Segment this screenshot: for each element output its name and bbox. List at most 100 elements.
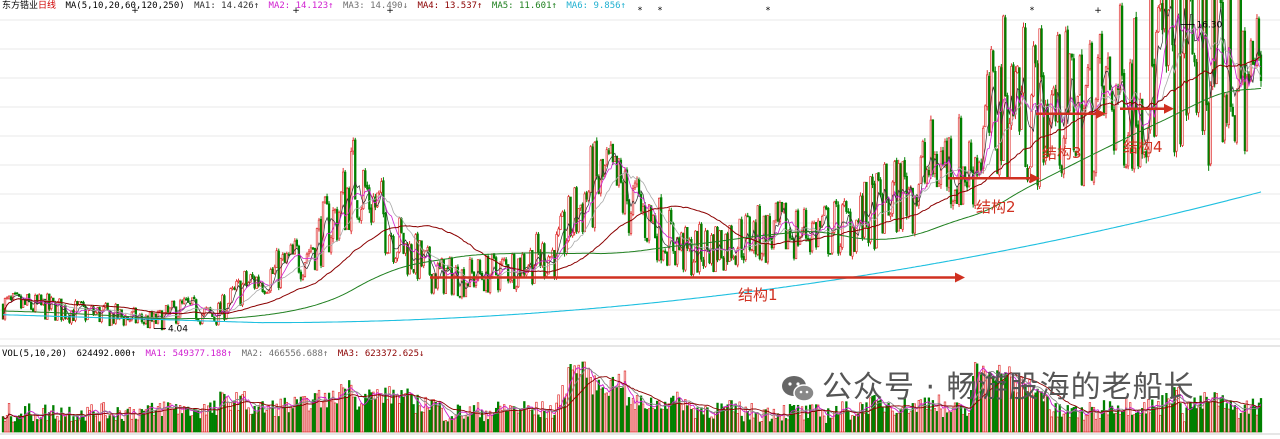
candle-body <box>873 183 876 250</box>
volume-bar <box>853 415 856 433</box>
volume-bar <box>951 407 955 433</box>
volume-bar <box>372 391 375 433</box>
volume-bar <box>54 418 57 433</box>
volume-bar <box>619 388 623 433</box>
volume-bar <box>313 393 317 433</box>
candle-body <box>229 288 232 304</box>
candle-body <box>1129 62 1132 136</box>
candle-body <box>148 311 152 328</box>
volume-bar <box>321 401 325 433</box>
volume-bar <box>80 410 83 433</box>
volume-bar <box>871 395 874 433</box>
candle-body <box>394 258 397 263</box>
volume-bar <box>140 409 144 433</box>
candle-body <box>561 211 564 217</box>
volume-bar <box>1086 414 1090 433</box>
candle-body <box>893 161 896 183</box>
candle-body <box>1098 34 1102 59</box>
ma2-value: MA2: 14.123↑ <box>268 1 334 11</box>
candle-body <box>1171 0 1174 46</box>
candle-body <box>806 238 810 240</box>
volume-bar <box>325 407 329 433</box>
volume-bar <box>1255 414 1259 433</box>
volume-bar <box>730 400 733 433</box>
volume-bar <box>692 408 695 433</box>
volume-bar <box>392 389 395 433</box>
volume-bar <box>456 404 460 433</box>
vol-ma2: MA2: 466556.688↑ <box>241 349 329 359</box>
volume-bar <box>362 404 365 433</box>
volume-bar <box>770 418 774 433</box>
volume-bar <box>603 393 606 433</box>
candle-body <box>189 302 192 305</box>
volume-bar <box>1167 398 1170 433</box>
volume-bar <box>229 409 232 433</box>
candle-body <box>1161 2 1164 31</box>
candle-body <box>1231 106 1234 117</box>
volume-bar <box>819 416 822 433</box>
volume-bar <box>3 420 7 433</box>
candle-body <box>364 170 367 187</box>
candle-body <box>1012 64 1015 117</box>
candle-body <box>577 208 580 233</box>
ma1-line <box>2 5 1262 322</box>
volume-bar <box>180 413 184 433</box>
candle-body <box>317 219 321 230</box>
candle-body <box>46 293 49 320</box>
volume-bar <box>295 399 299 433</box>
candle-body <box>1245 75 1249 152</box>
volume-bar <box>517 412 520 433</box>
volume-bar <box>662 409 665 433</box>
candle-body <box>1046 103 1049 157</box>
volume-bar <box>261 401 264 433</box>
volume-header: VOL(5,10,20) 624492.000↑ MA1: 549377.188… <box>2 348 428 360</box>
candle-body <box>716 226 719 261</box>
candle-body <box>420 240 423 267</box>
candle-body <box>559 215 562 230</box>
volume-bar <box>287 412 290 433</box>
candle-body <box>517 258 520 288</box>
candle-body <box>90 305 93 310</box>
volume-bar <box>539 417 542 433</box>
volume-bar <box>374 398 377 433</box>
volume-bar <box>40 417 43 433</box>
volume-bar <box>943 401 947 433</box>
volume-bar <box>474 411 478 433</box>
candle-body <box>1157 7 1160 33</box>
candle-body <box>1064 31 1067 139</box>
volume-bar <box>344 388 347 433</box>
volume-bar <box>52 405 55 433</box>
event-marker: * <box>1030 6 1035 16</box>
volume-bar <box>1147 399 1150 433</box>
candle-body <box>1237 0 1241 92</box>
candle-body <box>150 311 154 322</box>
candle-body <box>774 202 778 221</box>
volume-bar <box>503 404 506 433</box>
volume-bar <box>58 420 61 433</box>
volume-bar <box>1016 392 1019 433</box>
volume-bar <box>30 415 33 433</box>
volume-bar <box>782 405 786 433</box>
volume-bar <box>1137 410 1140 433</box>
candle-body <box>919 156 922 185</box>
volume-bar <box>1195 408 1198 433</box>
candle-body <box>362 170 365 209</box>
volume-bar <box>613 386 617 433</box>
candle-body <box>829 253 832 255</box>
volume-bar <box>967 413 971 433</box>
vol-value: 624492.000↑ <box>76 349 137 359</box>
volume-bar <box>913 403 916 433</box>
candle-body <box>668 210 671 266</box>
volume-bar <box>794 410 798 433</box>
candle-body <box>613 156 617 162</box>
candle-body <box>1108 56 1112 90</box>
volume-bar <box>1225 403 1228 433</box>
volume-bar <box>494 407 498 433</box>
candle-body <box>863 181 866 238</box>
volume-bar <box>23 406 27 433</box>
candle-body <box>768 216 772 239</box>
volume-bar <box>575 373 578 433</box>
volume-bar <box>74 420 77 433</box>
ma6-value: MA6: 9.856↑ <box>566 1 626 11</box>
volume-bar <box>1084 414 1088 433</box>
